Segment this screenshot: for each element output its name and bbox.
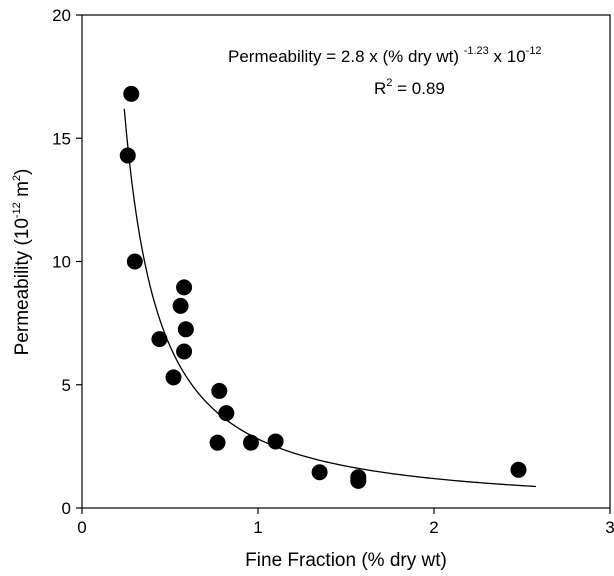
data-point — [176, 279, 193, 296]
r-squared-tail: = 0.89 — [392, 79, 444, 98]
data-point — [165, 369, 182, 386]
x-tick-label: 2 — [429, 518, 438, 537]
y-axis-title-prefix: Permeability (10 — [12, 218, 33, 355]
r-squared-exponent: 2 — [386, 77, 392, 89]
data-point — [267, 433, 284, 450]
data-points — [119, 85, 527, 489]
data-point — [119, 147, 136, 164]
data-point — [311, 464, 328, 481]
x-axis-title: Fine Fraction (% dry wt) — [245, 550, 447, 571]
y-tick-label: 10 — [52, 253, 71, 272]
data-point — [350, 472, 367, 489]
data-point — [172, 297, 189, 314]
x-tick-label: 0 — [77, 518, 86, 537]
data-point — [126, 253, 143, 270]
x-tick-label: 3 — [605, 518, 614, 537]
plot-frame — [81, 14, 611, 509]
data-point — [177, 321, 194, 338]
data-point — [151, 331, 168, 348]
equation-tail: x 10 — [489, 47, 526, 66]
fit-curve — [123, 108, 537, 488]
equation-lead: Permeability = 2.8 x (% dry wt) — [228, 47, 464, 66]
r-squared-base: R — [374, 79, 386, 98]
data-point — [176, 343, 193, 360]
data-point — [242, 434, 259, 451]
r-squared-annotation: R2 = 0.89 — [374, 77, 445, 98]
data-point — [218, 405, 235, 422]
fit-curve-layer — [123, 108, 537, 488]
data-point — [510, 461, 527, 478]
x-tick-label: 1 — [253, 518, 262, 537]
equation-tail-exponent: -12 — [526, 45, 542, 57]
y-tick-label: 15 — [52, 129, 71, 148]
axis-ticks: 0 1 2 3 0 5 10 15 20 — [52, 6, 614, 537]
equation-exponent: -1.23 — [464, 45, 489, 57]
y-axis-title-unit-exponent: 2 — [11, 175, 23, 181]
y-axis-title-exponent: -12 — [11, 202, 23, 218]
y-tick-label: 20 — [52, 6, 71, 25]
y-axis-title-unit: m — [12, 181, 33, 202]
y-axis-title-suffix: ) — [12, 169, 33, 175]
data-point — [211, 382, 228, 399]
data-point — [123, 85, 140, 102]
equation-annotation: Permeability = 2.8 x (% dry wt) -1.23 x … — [228, 45, 542, 66]
y-tick-label: 0 — [62, 499, 71, 518]
data-point — [209, 434, 226, 451]
y-tick-label: 5 — [62, 376, 71, 395]
y-axis-title: Permeability (10-12 m2) — [11, 169, 33, 356]
